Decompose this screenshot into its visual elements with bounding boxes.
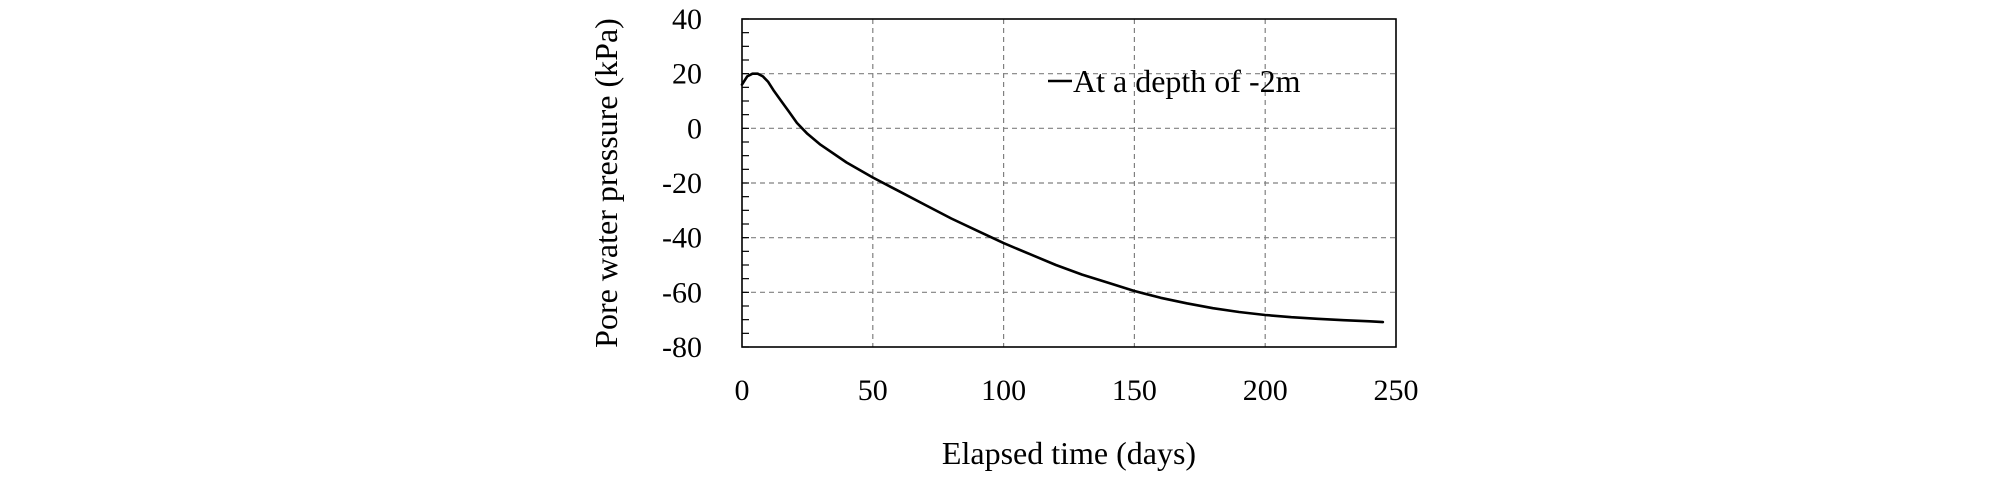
series-layer	[740, 72, 1385, 324]
y-tick-label: -40	[662, 222, 702, 255]
legend: At a depth of -2m	[1048, 63, 1301, 99]
plot-frame	[741, 18, 1397, 348]
grid	[742, 19, 1396, 347]
x-tick-label: 50	[858, 374, 888, 407]
legend-label: At a depth of -2m	[1073, 63, 1301, 99]
y-tick-label: 40	[672, 3, 702, 36]
x-tick-label: 250	[1374, 374, 1419, 407]
x-axis-title: Elapsed time (days)	[942, 435, 1196, 471]
x-tick-label: 150	[1112, 374, 1157, 407]
x-tick-label: 100	[981, 374, 1026, 407]
y-tick-label: 20	[672, 58, 702, 91]
series-line	[740, 72, 1385, 324]
x-tick-labels: 0 50 100 150 200 250	[735, 374, 1419, 407]
minor-ticks	[742, 18, 749, 348]
y-tick-label: 0	[687, 112, 702, 145]
y-tick-labels: 40 20 0 -20 -40 -60 -80	[662, 3, 702, 364]
x-tick-label: 0	[735, 374, 750, 407]
y-tick-label: -80	[662, 331, 702, 364]
x-tick-label: 200	[1243, 374, 1288, 407]
y-axis-title: Pore water pressure (kPa)	[588, 18, 624, 348]
y-tick-label: -20	[662, 167, 702, 200]
y-tick-label: -60	[662, 276, 702, 309]
